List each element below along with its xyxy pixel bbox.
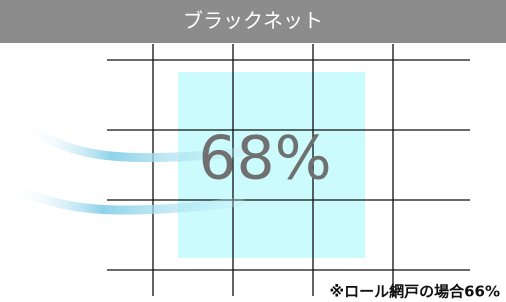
page: ブラックネット 68% ※ロール網戸の場合66% (() => { const … [0, 0, 506, 302]
header-title: ブラックネット [183, 9, 323, 33]
ratio-label: 68% [198, 124, 331, 194]
diagram: ブラックネット 68% ※ロール網戸の場合66% [0, 0, 506, 302]
footnote: ※ロール網戸の場合66% [330, 283, 501, 301]
